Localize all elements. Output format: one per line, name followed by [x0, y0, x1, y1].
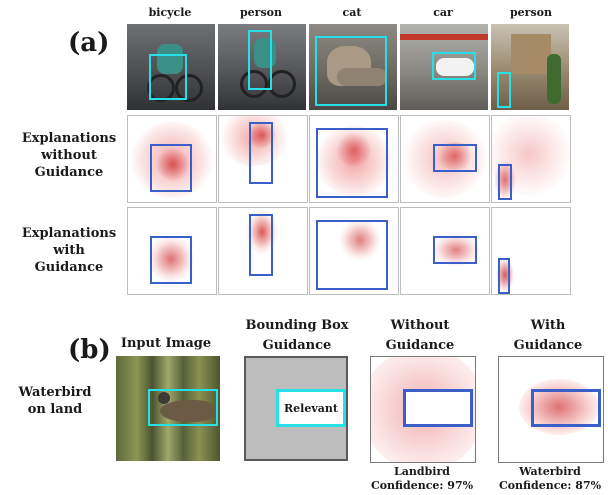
- guidance-box-bicycle: [149, 54, 187, 100]
- footer-with-guidance: Waterbird Confidence: 87%: [488, 465, 608, 493]
- header-bbox-line2: Guidance: [262, 338, 332, 353]
- guidance-box-cat: [315, 36, 387, 106]
- row-label-with-line2: with: [53, 243, 85, 258]
- heatmap-without-waterbird: [370, 356, 476, 463]
- header-without-guidance: Without Guidance: [360, 316, 480, 356]
- explanation-box-without-person-street: [498, 164, 512, 200]
- guidance-box-person-cyclist: [248, 30, 272, 90]
- guidance-box-person-street: [497, 72, 511, 108]
- waterbird-label-line2: on land: [27, 402, 83, 417]
- row-label-without-line3: Guidance: [34, 165, 104, 180]
- column-header-car: car: [433, 6, 453, 19]
- explanation-box-without-car: [433, 144, 477, 172]
- photo-waterbird-forest: [116, 356, 220, 461]
- heatmap-with-bicycle: [127, 207, 217, 295]
- row-label-with-line3: Guidance: [34, 260, 104, 275]
- footer-with-class: Waterbird: [519, 465, 581, 478]
- photo-cat: [309, 24, 397, 110]
- footer-without-class: Landbird: [394, 465, 450, 478]
- heatmap-with-waterbird: [498, 356, 604, 463]
- explanation-box-without-cat: [316, 128, 388, 198]
- guidance-box-waterbird: [148, 389, 218, 426]
- waterbird-label-line1: Waterbird: [18, 385, 92, 400]
- column-header-person-1: person: [239, 6, 282, 19]
- panel-a-label: (a): [68, 28, 110, 58]
- guidance-box-car: [432, 52, 476, 80]
- footer-with-confidence: Confidence: 87%: [498, 479, 602, 492]
- photo-person-street: [491, 24, 569, 110]
- explanation-box-without-waterbird: [403, 389, 473, 427]
- row-label-without-line1: Explanations: [21, 131, 117, 146]
- panel-b-label: (b): [68, 335, 111, 365]
- relevant-label: Relevant: [284, 401, 338, 415]
- column-header-bicycle: bicycle: [148, 6, 192, 19]
- photo-bicycle: [127, 24, 215, 110]
- header-with-guidance: With Guidance: [492, 316, 604, 356]
- column-header-person-2: person: [509, 6, 552, 19]
- explanation-box-with-person-cyclist: [249, 214, 273, 276]
- explanation-box-with-cat: [316, 220, 388, 290]
- footer-without-confidence: Confidence: 97%: [370, 479, 474, 492]
- explanation-box-without-person-cyclist: [249, 122, 273, 184]
- relevant-region: Relevant: [276, 389, 346, 427]
- photo-person-cyclist: [218, 24, 306, 110]
- explanation-box-with-car: [433, 236, 477, 264]
- header-input-image-line1: Input Image: [120, 336, 212, 351]
- column-header-cat: cat: [342, 6, 362, 19]
- explanation-box-with-person-street: [498, 258, 510, 294]
- header-with-line1: With: [530, 318, 566, 333]
- row-label-without-guidance: Explanations without Guidance: [10, 130, 128, 181]
- waterbird-on-land-label: Waterbird on land: [8, 384, 102, 418]
- heatmap-with-person-street: [491, 207, 571, 295]
- row-label-with-line1: Explanations: [21, 226, 117, 241]
- heatmap-without-person-cyclist: [218, 115, 308, 203]
- explanation-box-without-bicycle: [150, 144, 192, 192]
- explanation-box-with-bicycle: [150, 236, 192, 284]
- bounding-box-mask: Relevant: [244, 356, 348, 461]
- header-without-line1: Without: [390, 318, 450, 333]
- heatmap-with-cat: [309, 207, 399, 295]
- row-label-with-guidance: Explanations with Guidance: [10, 225, 128, 276]
- heatmap-without-car: [400, 115, 490, 203]
- heatmap-with-car: [400, 207, 490, 295]
- heatmap-without-bicycle: [127, 115, 217, 203]
- explanation-box-with-waterbird: [531, 389, 601, 427]
- header-bounding-box-guidance: Bounding Box Guidance: [232, 316, 362, 356]
- header-without-line2: Guidance: [385, 338, 455, 353]
- header-with-line2: Guidance: [513, 338, 583, 353]
- header-input-image: Input Image: [110, 334, 222, 354]
- row-label-without-line2: without: [41, 148, 97, 163]
- photo-car: [400, 24, 488, 110]
- heatmap-without-cat: [309, 115, 399, 203]
- header-bbox-line1: Bounding Box: [245, 318, 349, 333]
- heatmap-without-person-street: [491, 115, 571, 203]
- heatmap-with-person-cyclist: [218, 207, 308, 295]
- footer-without-guidance: Landbird Confidence: 97%: [360, 465, 484, 493]
